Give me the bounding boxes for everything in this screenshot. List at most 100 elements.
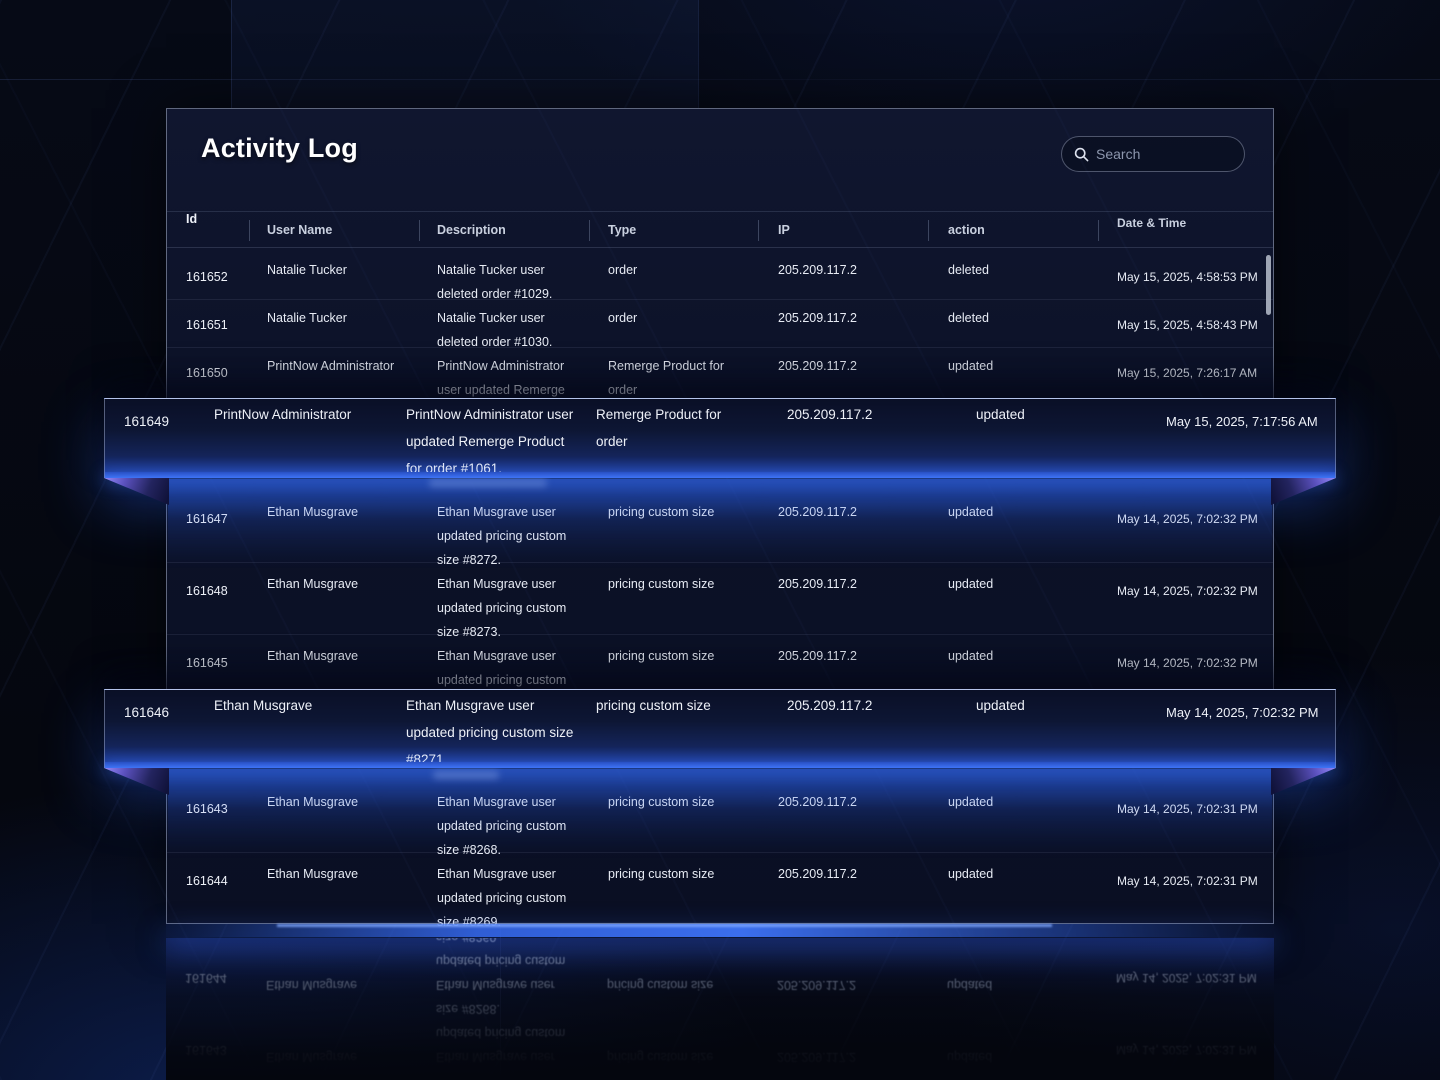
table-body: 161652 Natalie Tucker Natalie Tucker use… [167,248,1273,929]
cell-id: 161650 [186,366,228,380]
search-box[interactable] [1061,136,1245,172]
cell-type: pricing custom size [608,795,715,809]
page-title: Activity Log [201,133,358,163]
cell-ip: 205.209.117.2 [778,577,858,591]
cell-datetime: May 14, 2025, 7:02:32 PM [1117,584,1258,598]
table-row[interactable]: 161644 Ethan Musgrave Ethan Musgrave use… [167,853,1273,929]
column-header-action[interactable]: action [948,223,985,237]
cell-id: 161651 [186,318,228,332]
fold-corner-left [104,478,169,505]
cell-type: pricing custom size [608,577,715,591]
cell-username: Natalie Tucker [267,263,347,277]
activity-log-panel: Activity Log Id User Name Description Ty… [166,108,1274,929]
cell-description: Natalie Tucker user deleted order #1029. [437,263,553,301]
cell-description: Ethan Musgrave user updated pricing cust… [437,577,567,639]
cell-description: Ethan Musgrave user updated pricing cust… [437,649,567,687]
scrollbar-thumb[interactable] [1266,255,1271,315]
cell-action: updated [948,795,994,809]
cell-description: PrintNow Administrator user updated Reme… [406,407,574,476]
cell-id: 161649 [124,414,170,429]
cell-ip: 205.209.117.2 [778,263,858,277]
cell-ip: 205.209.117.2 [778,795,858,809]
search-input[interactable] [1096,146,1232,162]
table-row[interactable]: 161650 PrintNow Administrator PrintNow A… [167,348,1273,399]
cell-username: Ethan Musgrave [267,577,359,591]
cell-ip: 205.209.117.2 [787,698,873,713]
cell-action: updated [948,649,994,663]
cell-datetime: May 14, 2025, 7:02:31 PM [1117,874,1258,888]
cell-description: PrintNow Administrator user updated Reme… [437,359,565,397]
cell-type: Remerge Product for order [596,407,722,449]
cell-id: 161645 [186,656,228,670]
cell-username: PrintNow Administrator [267,359,395,373]
column-header-ip[interactable]: IP [778,223,790,237]
table-row[interactable]: 161645 Ethan Musgrave Ethan Musgrave use… [167,635,1273,690]
cell-datetime: May 14, 2025, 7:02:31 PM [1117,802,1258,816]
cell-action: deleted [948,311,990,325]
cell-description: Ethan Musgrave user updated pricing cust… [437,867,567,929]
cell-datetime: May 15, 2025, 7:26:17 AM [1117,366,1258,380]
cell-datetime: May 15, 2025, 4:58:43 PM [1117,318,1258,332]
fold-corner-right [1271,768,1336,795]
cell-action: updated [948,867,994,881]
cell-type: order [608,263,638,277]
cell-datetime: May 14, 2025, 7:02:32 PM [1117,656,1258,670]
cell-id: 161652 [186,270,228,284]
cell-datetime: May 14, 2025, 7:02:32 PM [1166,705,1319,720]
cell-datetime: May 15, 2025, 7:17:56 AM [1166,414,1318,429]
cell-id: 161647 [186,512,228,526]
column-header-username[interactable]: User Name [267,223,333,237]
table-bottom-glow [166,924,1274,937]
table-row[interactable]: 161647 Ethan Musgrave Ethan Musgrave use… [167,487,1273,567]
cell-type: order [608,311,638,325]
header-divider [589,220,590,241]
cell-action: updated [948,505,994,519]
header-divider [249,220,250,241]
cell-id: 161644 [186,874,228,888]
column-header-description[interactable]: Description [437,223,506,237]
table-row[interactable]: 161652 Natalie Tucker Natalie Tucker use… [167,248,1273,301]
cell-username: Ethan Musgrave [267,649,359,663]
cell-id: 161646 [124,705,170,720]
elevated-row-161649[interactable]: 161649 PrintNow Administrator PrintNow A… [104,398,1336,505]
cell-action: updated [948,359,994,373]
header-divider [928,220,929,241]
table-row[interactable]: 161651 Natalie Tucker Natalie Tucker use… [167,300,1273,349]
cell-action: updated [976,698,1025,713]
cell-ip: 205.209.117.2 [778,311,858,325]
cell-ip: 205.209.117.2 [778,867,858,881]
elevated-row-161646[interactable]: 161646 Ethan Musgrave Ethan Musgrave use… [104,689,1336,795]
background-horizontal-line [0,79,1440,80]
cell-description: Ethan Musgrave user updated pricing cust… [437,795,567,857]
search-icon [1074,147,1089,161]
cell-ip: 205.209.117.2 [778,505,858,519]
cell-action: updated [976,407,1025,422]
column-header-id[interactable]: Id [186,212,198,226]
cell-description: Ethan Musgrave user updated pricing cust… [406,698,574,767]
cell-username: PrintNow Administrator [214,407,352,422]
cell-description: Natalie Tucker user deleted order #1030. [437,311,553,349]
fold-corner-right [1271,478,1336,505]
cell-type: pricing custom size [608,867,715,881]
header-divider [1098,220,1099,241]
cell-username: Ethan Musgrave [267,867,359,881]
table-row[interactable]: 161648 Ethan Musgrave Ethan Musgrave use… [167,563,1273,639]
cell-username: Ethan Musgrave [267,505,359,519]
cell-type: Remerge Product for order [608,359,725,397]
cell-action: deleted [948,263,990,277]
cell-id: 161643 [186,802,228,816]
reflection-fade [166,938,1274,1080]
cell-username: Ethan Musgrave [267,795,359,809]
cell-username: Ethan Musgrave [214,698,313,713]
cell-id: 161648 [186,584,228,598]
panel-header: Activity Log [167,109,1273,211]
header-divider [419,220,420,241]
table-reflection: 161643 Ethan Musgrave Ethan Musgrave use… [166,938,1274,1080]
fold-corner-left [104,768,169,795]
cell-action: updated [948,577,994,591]
cell-ip: 205.209.117.2 [778,359,858,373]
column-header-type[interactable]: Type [608,223,637,237]
table-row[interactable]: 161643 Ethan Musgrave Ethan Musgrave use… [167,781,1273,857]
column-header-datetime[interactable]: Date & Time [1117,216,1187,230]
